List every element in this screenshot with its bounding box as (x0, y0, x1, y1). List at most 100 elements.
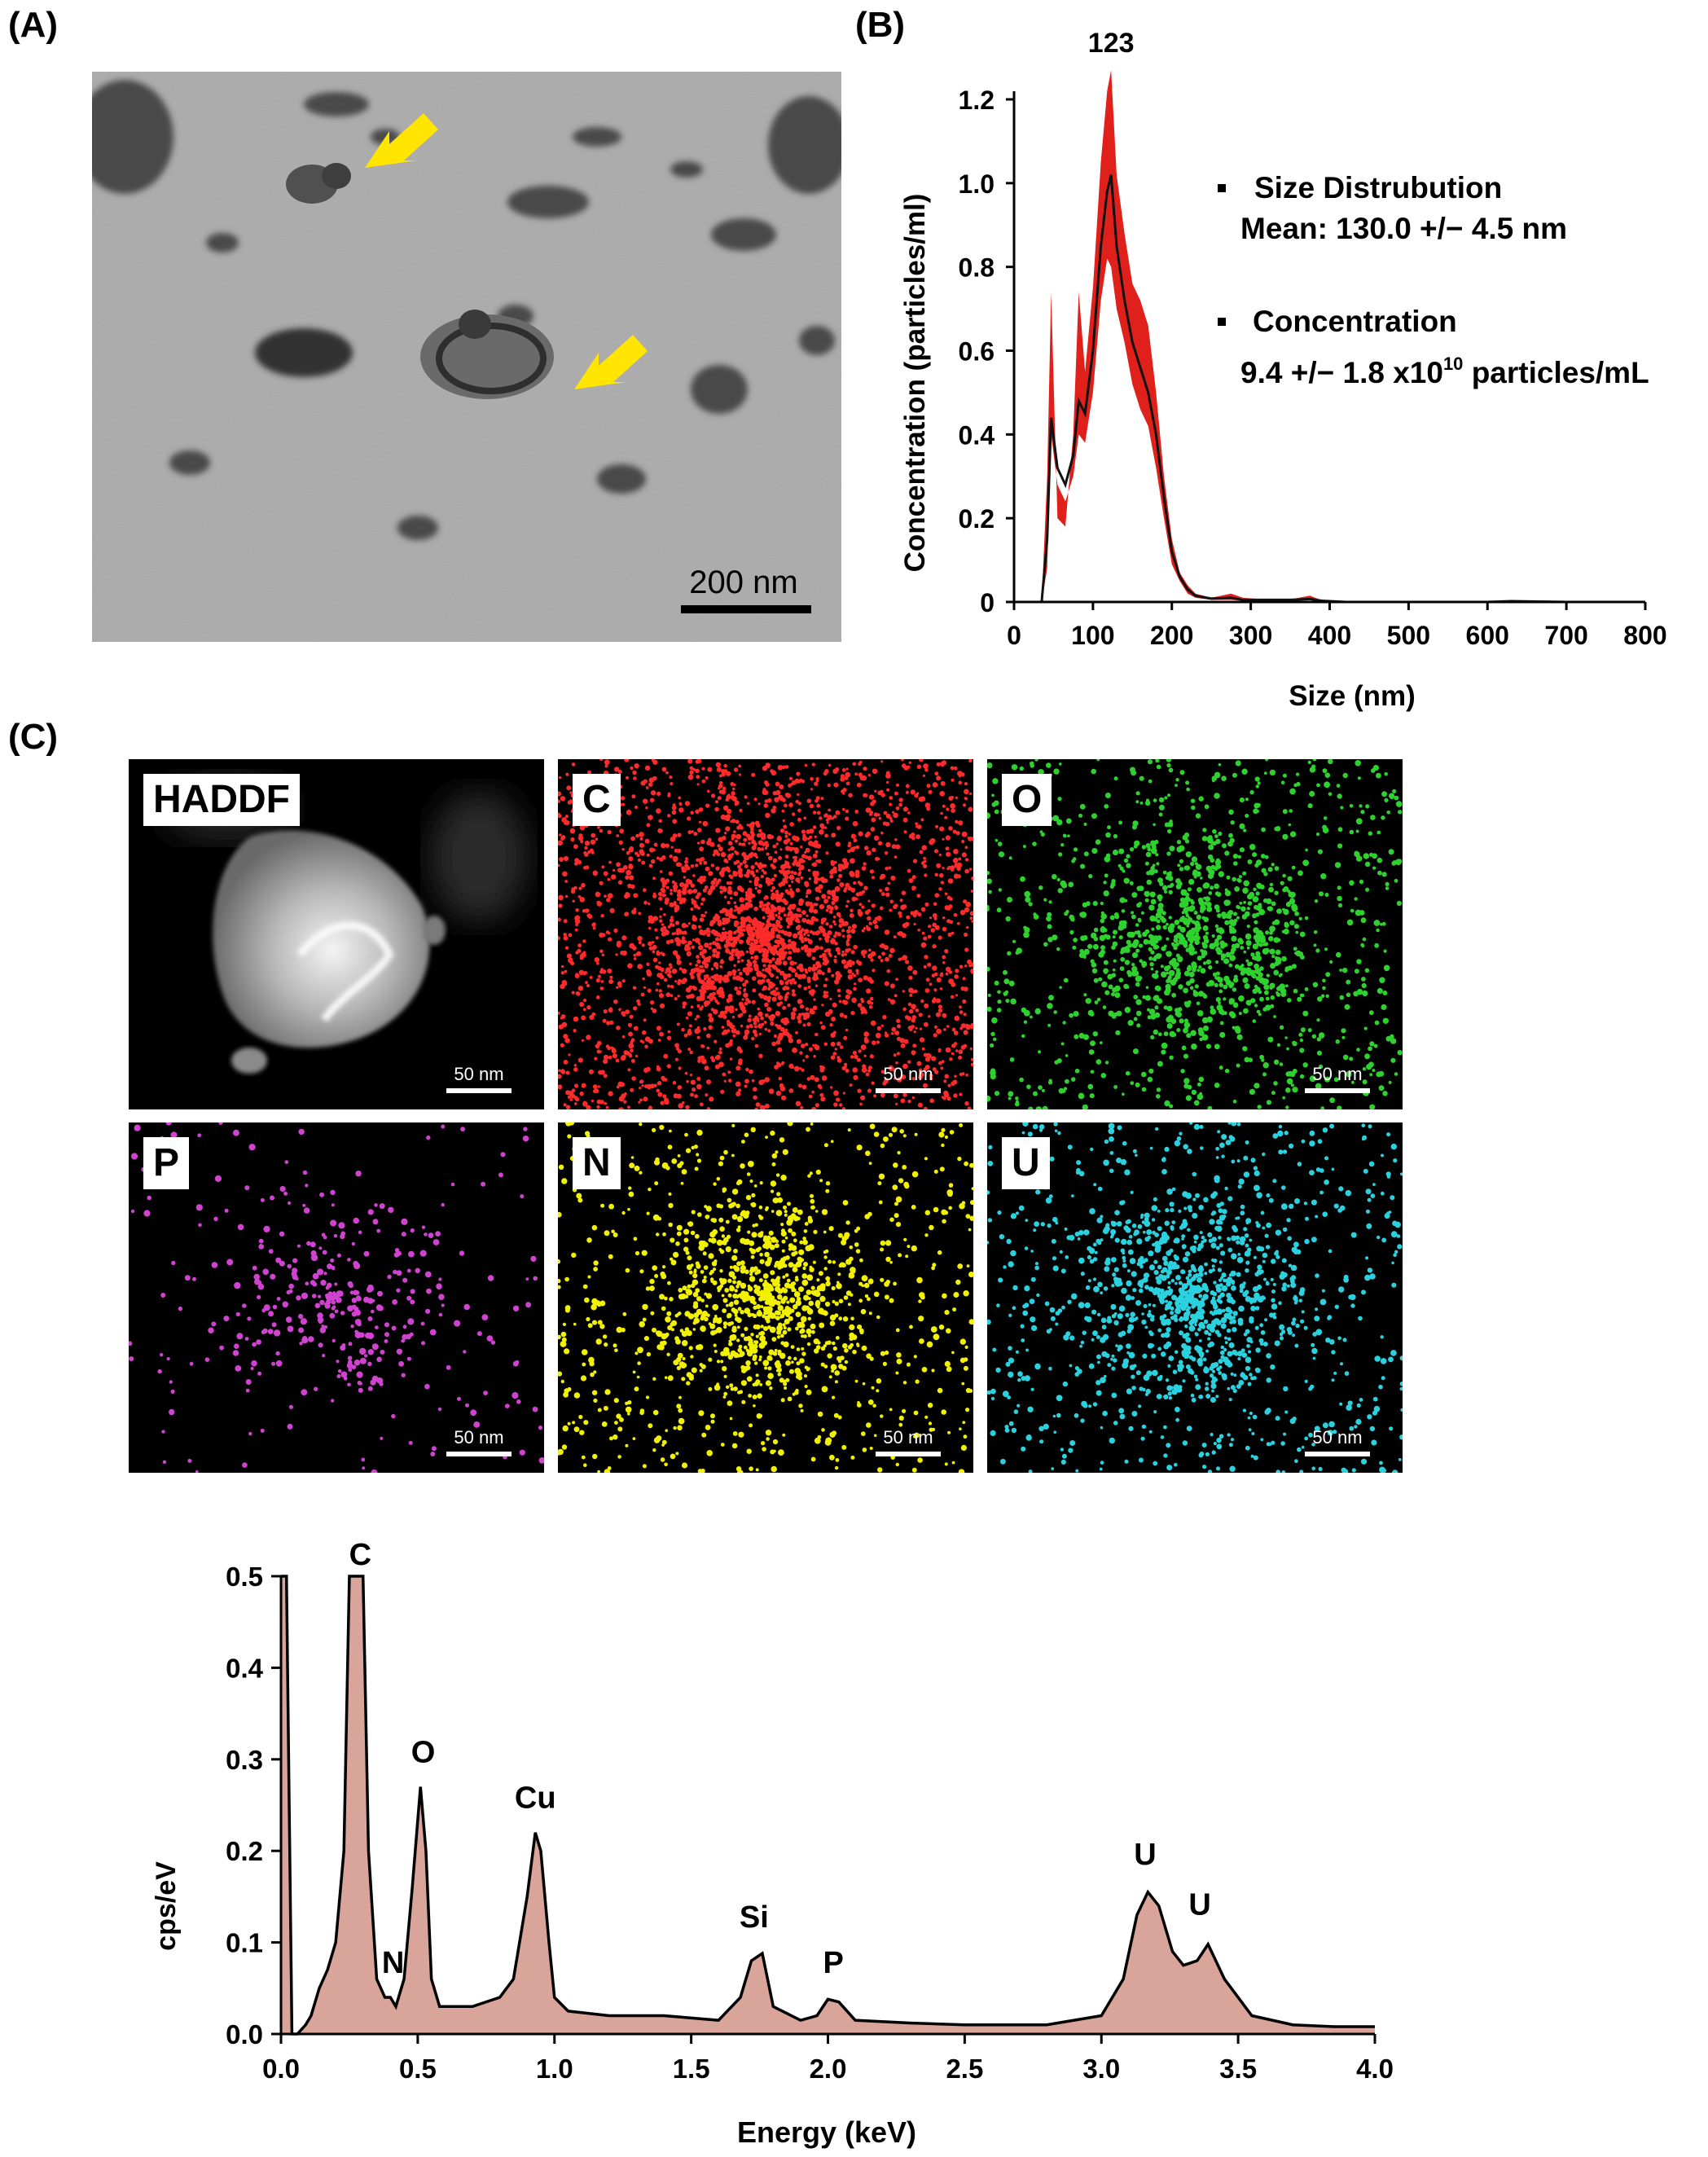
element-dot (762, 942, 766, 947)
element-dot (1113, 776, 1118, 781)
element-dot (790, 870, 794, 874)
element-dot (663, 913, 666, 916)
element-dot (700, 847, 704, 851)
element-dot (667, 1375, 674, 1382)
element-dot (198, 1223, 202, 1228)
element-dot (583, 1008, 586, 1011)
element-dot (791, 945, 797, 951)
element-dot (1156, 919, 1161, 924)
element-dot (1187, 887, 1192, 892)
element-dot (1218, 871, 1224, 877)
element-dot (761, 978, 766, 983)
element-dot (1113, 1085, 1117, 1089)
element-dot (835, 947, 841, 952)
element-dot (725, 1246, 731, 1253)
element-dot (810, 1010, 815, 1015)
element-dot (1299, 1038, 1304, 1043)
element-dot (292, 1258, 298, 1263)
element-dot (902, 817, 908, 823)
element-dot (954, 1074, 957, 1078)
element-dot (711, 1058, 716, 1063)
element-dot (1218, 831, 1223, 837)
element-dot (713, 1039, 718, 1043)
element-dot (830, 938, 836, 944)
element-dot (1019, 766, 1024, 771)
element-dot (656, 808, 661, 814)
element-dot (1202, 925, 1209, 931)
element-dot (926, 1053, 932, 1059)
element-dot (738, 764, 742, 768)
element-dot (889, 899, 894, 903)
element-dot (696, 1083, 702, 1090)
element-dot (867, 899, 871, 903)
element-dot (951, 931, 955, 935)
element-dot (1328, 792, 1333, 797)
element-dot (1176, 840, 1182, 845)
element-dot (994, 1091, 1000, 1096)
element-dot (627, 1022, 632, 1027)
element-dot (1242, 887, 1249, 894)
element-dot (1254, 802, 1260, 809)
element-dot (774, 797, 779, 802)
element-dot (678, 967, 683, 971)
element-dot (1126, 863, 1131, 868)
element-dot (834, 905, 838, 909)
element-dot (683, 1033, 688, 1038)
element-dot (778, 855, 782, 860)
element-dot (263, 1304, 270, 1311)
element-dot (969, 916, 973, 920)
element-dot (907, 1099, 911, 1104)
element-dot (731, 853, 735, 856)
element-dot (676, 933, 679, 936)
element-dot (1302, 1010, 1309, 1017)
element-dot (684, 1071, 688, 1075)
element-dot (1133, 1017, 1138, 1021)
element-dot (1153, 1029, 1158, 1035)
element-dot (1102, 1005, 1107, 1009)
element-dot (859, 1102, 863, 1106)
element-dot (1302, 859, 1309, 867)
element-dot (1060, 843, 1065, 847)
element-dot (947, 878, 954, 884)
element-dot (1065, 818, 1072, 824)
element-dot (847, 969, 853, 974)
element-dot (841, 929, 845, 933)
element-dot (476, 1331, 482, 1337)
element-dot (1322, 768, 1328, 774)
element-dot (909, 993, 913, 997)
element-dot (719, 1010, 725, 1016)
element-dot (398, 1360, 404, 1367)
element-dot (667, 792, 671, 796)
element-dot (949, 920, 954, 925)
element-dot (785, 869, 791, 875)
element-dot (744, 1001, 749, 1006)
element-dot (130, 1153, 138, 1160)
element-dot (782, 1275, 786, 1279)
element-dot (1053, 1010, 1057, 1014)
element-dot (620, 796, 626, 801)
element-dot (949, 1057, 953, 1061)
element-dot (945, 972, 949, 976)
element-dot (749, 853, 753, 859)
element-dot (1157, 1032, 1162, 1037)
element-dot (861, 775, 867, 781)
element-dot (696, 841, 700, 845)
nta-peak-label: 123 (1088, 28, 1135, 59)
element-dot (829, 997, 832, 1000)
element-dot (759, 1105, 764, 1109)
element-dot (1054, 1060, 1059, 1065)
element-dot (571, 1088, 576, 1092)
element-dot (1147, 1076, 1153, 1083)
element-dot (1299, 1048, 1305, 1053)
element-dot (775, 896, 779, 900)
element-dot (575, 973, 578, 976)
element-dot (968, 837, 973, 841)
element-dot (1325, 972, 1331, 977)
element-dot (1091, 933, 1096, 938)
element-dot (1183, 1053, 1189, 1059)
element-dot (1200, 949, 1204, 952)
element-dot (1180, 890, 1188, 896)
element-dot (363, 1296, 370, 1303)
element-dot (1098, 951, 1104, 958)
element-dot (671, 880, 675, 884)
